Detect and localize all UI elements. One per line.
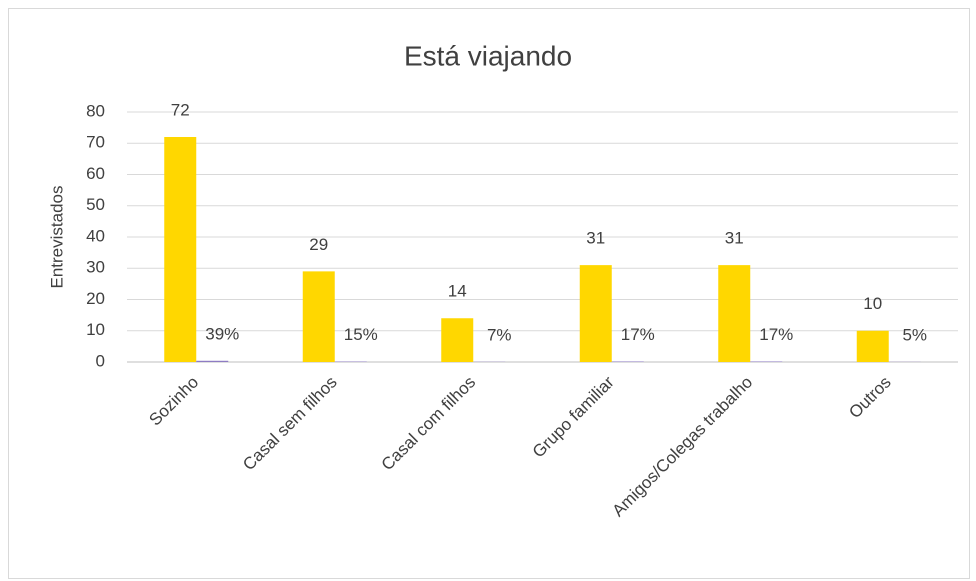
data-label: 17% [621, 325, 655, 344]
data-label: 5% [902, 325, 927, 344]
bar [441, 318, 474, 362]
data-label: 15% [344, 325, 378, 344]
bar [750, 361, 783, 362]
data-label: 31 [725, 229, 744, 248]
data-label: 29 [309, 235, 328, 254]
bar [611, 361, 644, 362]
bar [164, 137, 197, 362]
data-label: 39% [205, 324, 239, 343]
bar [856, 330, 889, 362]
data-label: 7% [487, 325, 512, 344]
chart-border [8, 8, 970, 579]
chart-title: Está viajando [404, 40, 572, 71]
data-label: 72 [171, 100, 190, 119]
data-label: 17% [759, 325, 793, 344]
y-tick-label: 30 [86, 258, 105, 277]
y-tick-label: 40 [86, 226, 105, 245]
data-label: 10 [863, 294, 882, 313]
y-tick-label: 0 [96, 351, 105, 370]
y-tick-label: 70 [86, 133, 105, 152]
y-tick-label: 80 [86, 101, 105, 120]
data-label: 14 [448, 282, 467, 301]
y-tick-label: 10 [86, 320, 105, 339]
bar [579, 265, 612, 362]
y-tick-label: 60 [86, 164, 105, 183]
y-tick-label: 50 [86, 195, 105, 214]
y-axis-title: Entrevistados [47, 186, 66, 289]
data-label: 31 [586, 229, 605, 248]
bar [302, 271, 335, 362]
bar [196, 360, 229, 362]
y-tick-label: 20 [86, 289, 105, 308]
bar [718, 265, 751, 362]
